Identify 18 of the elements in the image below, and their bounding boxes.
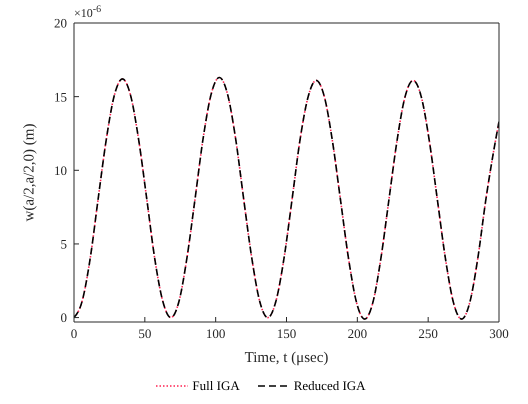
y-tick-label: 20 [54, 16, 67, 31]
y-axis-title: w(a/2,a/2,0) (m) [21, 124, 38, 222]
y-tick-label: 15 [54, 89, 67, 104]
x-tick-label: 250 [418, 326, 438, 342]
x-tick-label: 50 [138, 326, 152, 342]
x-tick-label: 100 [206, 326, 226, 342]
y-tick-label: 5 [60, 236, 67, 252]
legend-label: Full IGA [191, 378, 240, 394]
legend-label: Reduced IGA [292, 378, 366, 394]
x-axis-title: Time, t (μsec) [244, 350, 328, 366]
x-tick-label: 0 [70, 326, 78, 342]
x-tick-label: 200 [348, 326, 368, 342]
y-tick-label: 10 [54, 162, 67, 178]
x-tick-label: 300 [489, 326, 509, 342]
y-tick-label: 0 [60, 310, 67, 326]
line-series [74, 76, 499, 320]
x-tick-label: 150 [276, 326, 296, 342]
text: ×10$^{-6}$ [74, 4, 102, 21]
